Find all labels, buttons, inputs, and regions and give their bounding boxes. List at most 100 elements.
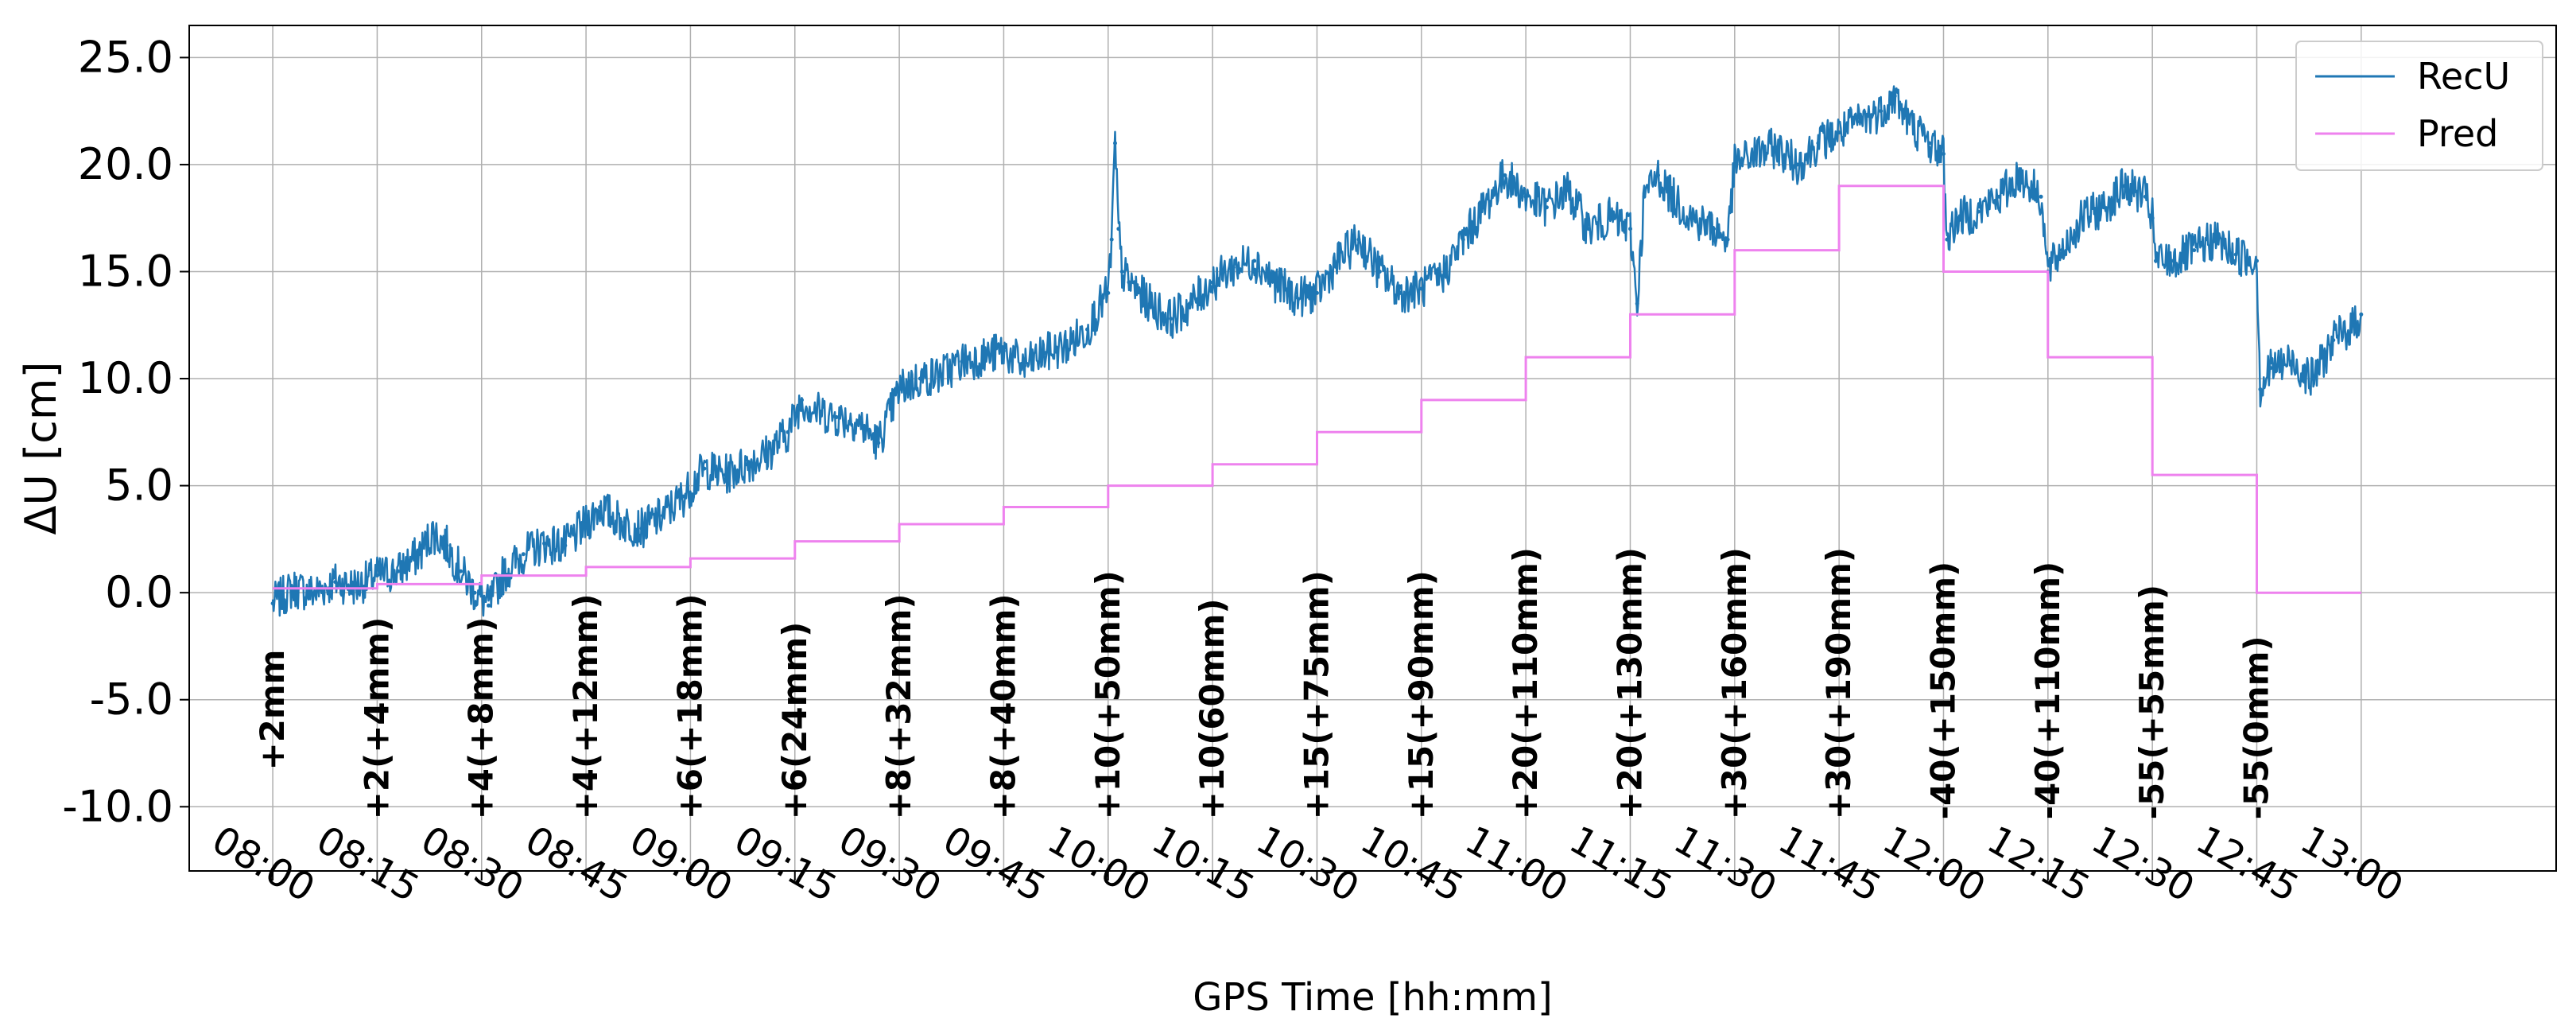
recu-point — [2213, 237, 2217, 242]
recu-point — [1356, 237, 1361, 242]
recu-point — [1942, 152, 1946, 156]
y-tick-label: 25.0 — [78, 32, 173, 82]
y-tick-label: 20.0 — [78, 139, 173, 189]
recu-point — [2268, 366, 2273, 371]
recu-point — [2352, 323, 2357, 328]
recu-point — [1109, 237, 1114, 242]
recu-point — [1635, 301, 1639, 306]
step-annotation: +15(+90mm) — [1402, 570, 1441, 819]
recu-point — [1945, 237, 1949, 242]
x-tick-label: 10:00 — [1040, 818, 1158, 912]
x-tick-label: 13:00 — [2293, 818, 2411, 912]
pred-step-point — [1838, 185, 1840, 187]
recu-point — [1189, 301, 1194, 306]
recu-point — [2018, 173, 2023, 177]
x-tick-label: 08:30 — [413, 818, 531, 912]
recu-point — [2143, 194, 2147, 199]
step-annotation: +10(+50mm) — [1088, 570, 1127, 819]
recu-point — [1482, 205, 1487, 210]
recu-point — [1043, 351, 1048, 356]
recu-point — [980, 355, 985, 360]
recu-point — [1377, 270, 1382, 274]
y-tick-label: 15.0 — [78, 246, 173, 296]
recu-point — [1113, 141, 1117, 146]
pred-step-point — [1525, 356, 1527, 358]
recu-point — [1169, 317, 1174, 321]
recu-point — [2289, 360, 2294, 363]
x-tick-label: 12:00 — [1876, 818, 1993, 912]
x-tick-label: 09:30 — [831, 818, 949, 912]
recu-point — [1106, 290, 1111, 295]
legend-box — [2295, 41, 2543, 171]
recu-point — [897, 387, 902, 391]
recu-point — [918, 376, 922, 381]
pred-step-point — [794, 541, 796, 542]
recu-point — [1544, 205, 1549, 210]
step-annotation: +2mm — [253, 650, 292, 771]
recu-point — [444, 543, 449, 548]
x-tick-label: 08:45 — [518, 818, 635, 912]
pred-step-point — [689, 558, 691, 559]
recu-point — [1586, 227, 1591, 231]
step-annotation: -55(+55mm) — [2132, 585, 2171, 819]
recu-point — [2359, 312, 2364, 317]
pred-series — [272, 185, 2362, 594]
recu-point — [1795, 162, 1800, 167]
legend: RecU Pred — [2295, 41, 2543, 171]
step-annotation: +20(+130mm) — [1610, 547, 1649, 819]
pred-step-point — [1734, 250, 1736, 251]
recu-point — [333, 580, 338, 585]
x-tick-label: 10:30 — [1249, 818, 1367, 912]
recu-point — [1816, 141, 1821, 146]
step-annotation: +30(+160mm) — [1715, 547, 1754, 819]
recu-point — [1001, 348, 1006, 353]
recu-point — [1252, 258, 1257, 263]
step-annotation: +10(60mm) — [1193, 598, 1232, 819]
recu-point — [374, 573, 379, 578]
recu-point — [639, 526, 644, 531]
x-tick-label: 09:00 — [623, 818, 740, 912]
recu-point — [2150, 216, 2155, 220]
step-annotation: +8(+32mm) — [879, 593, 918, 819]
step-annotation: +4(+12mm) — [566, 593, 605, 819]
x-tick-label: 12:45 — [2189, 818, 2306, 912]
x-tick-label: 08:15 — [309, 818, 427, 912]
recu-point — [1997, 194, 2001, 199]
recu-point — [2122, 184, 2127, 189]
recu-point — [417, 552, 421, 557]
x-tick-label: 11:15 — [1562, 818, 1680, 912]
x-tick-label: 12:30 — [2084, 818, 2202, 912]
pred-step-point — [1943, 271, 1944, 272]
recu-point — [2258, 387, 2263, 391]
recu-point — [813, 408, 818, 413]
recu-point — [1147, 301, 1152, 306]
step-annotation: +8(+40mm) — [983, 593, 1022, 819]
recu-point — [270, 601, 275, 606]
recu-point — [312, 590, 317, 595]
y-tick-label: 5.0 — [105, 461, 173, 511]
x-tick-label: 10:15 — [1144, 818, 1262, 912]
recu-point — [2059, 248, 2064, 253]
recu-point — [960, 360, 964, 363]
pred-step-point — [1212, 464, 1213, 465]
pred-step-point — [898, 523, 900, 525]
recu-point — [1315, 290, 1319, 295]
recu-point — [765, 451, 770, 456]
pred-step-point — [1421, 399, 1422, 401]
recu-point — [2081, 216, 2085, 220]
recu-point — [1753, 152, 1758, 156]
recu-point — [1879, 109, 1884, 114]
x-tick-label: 10:45 — [1353, 818, 1471, 912]
recu-point — [1022, 363, 1027, 368]
pred-step-line — [273, 185, 2361, 594]
recu-point — [1892, 94, 1897, 99]
recu-point — [855, 419, 860, 424]
step-annotation: +15(+75mm) — [1297, 570, 1336, 819]
recu-point — [1976, 209, 1980, 214]
legend-label-recu: RecU — [2417, 55, 2510, 98]
grid — [189, 25, 2556, 871]
recu-point — [1774, 145, 1779, 150]
recu-point — [1099, 301, 1104, 306]
recu-point — [800, 398, 804, 402]
